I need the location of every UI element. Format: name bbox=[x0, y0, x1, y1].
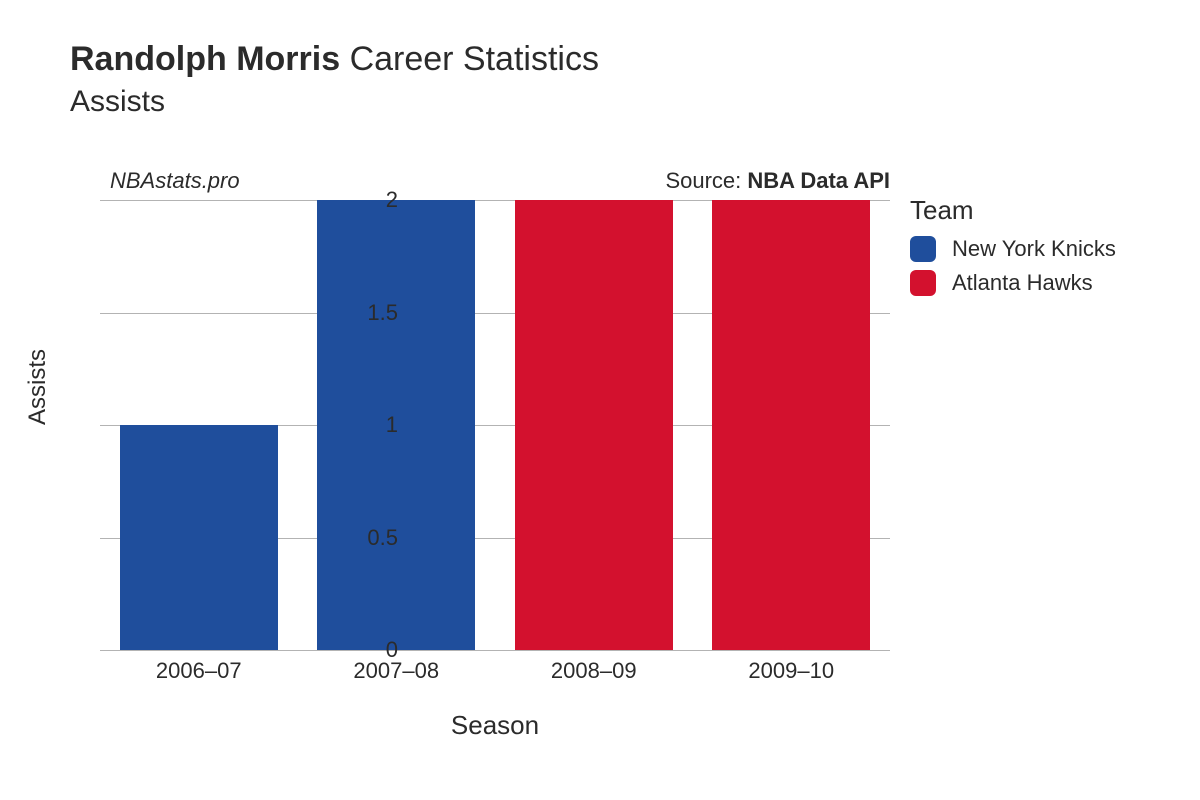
source-prefix: Source: bbox=[665, 168, 747, 193]
x-tick-label: 2007–08 bbox=[353, 658, 439, 684]
legend-swatch bbox=[910, 236, 936, 262]
x-axis-label: Season bbox=[451, 710, 539, 741]
bar bbox=[712, 200, 870, 650]
title-name: Randolph Morris bbox=[70, 40, 340, 78]
y-axis-label: Assists bbox=[24, 349, 52, 425]
x-tick-label: 2009–10 bbox=[748, 658, 834, 684]
gridline bbox=[100, 650, 890, 651]
title-suffix: Career Statistics bbox=[350, 40, 599, 78]
legend: Team New York Knicks Atlanta Hawks bbox=[910, 195, 1116, 304]
legend-label: Atlanta Hawks bbox=[952, 270, 1093, 296]
legend-title: Team bbox=[910, 195, 1116, 226]
x-tick-label: 2008–09 bbox=[551, 658, 637, 684]
y-tick-label: 1 bbox=[386, 412, 398, 438]
chart-subtitle: Assists bbox=[70, 85, 599, 119]
watermark-text: NBAstats.pro bbox=[110, 168, 240, 194]
source-attribution: Source: NBA Data API bbox=[665, 168, 890, 194]
y-tick-label: 0.5 bbox=[367, 525, 398, 551]
legend-swatch bbox=[910, 270, 936, 296]
source-value: NBA Data API bbox=[747, 168, 890, 193]
bar bbox=[515, 200, 673, 650]
chart-title-block: Randolph Morris Career Statistics Assist… bbox=[70, 40, 599, 119]
y-tick-label: 1.5 bbox=[367, 300, 398, 326]
chart-title: Randolph Morris Career Statistics bbox=[70, 40, 599, 79]
legend-label: New York Knicks bbox=[952, 236, 1116, 262]
x-tick-label: 2006–07 bbox=[156, 658, 242, 684]
legend-item: Atlanta Hawks bbox=[910, 270, 1116, 296]
bar bbox=[120, 425, 278, 650]
y-tick-label: 2 bbox=[386, 187, 398, 213]
legend-item: New York Knicks bbox=[910, 236, 1116, 262]
chart-plot-area bbox=[100, 200, 890, 650]
